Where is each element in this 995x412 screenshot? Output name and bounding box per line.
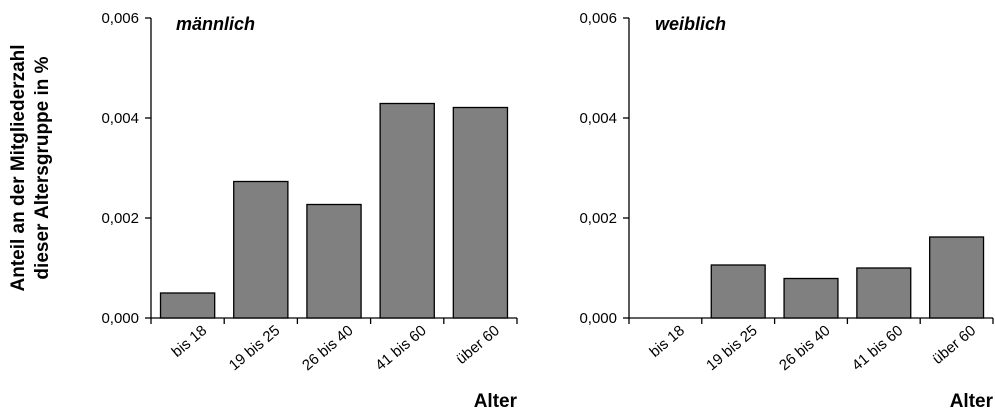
y-axis-title-line-1: Anteil an der Mitgliederzahl	[8, 44, 29, 291]
y-tick-label: 0,002	[579, 210, 617, 227]
chart-panel-weiblich: 0,000 0,002 0,004 0,006 bis 18 19 bis 25 26 bi…	[579, 10, 994, 412]
x-axis-title: Alter	[474, 391, 518, 412]
y-tick-label: 0,004	[579, 110, 617, 127]
y-axis-title: Anteil an der Mitgliederzahl dieser Alte…	[8, 44, 53, 291]
x-tick-label: über 60	[453, 322, 503, 368]
y-tick-label: 0,000	[101, 310, 139, 327]
bar-4	[856, 267, 912, 319]
y-tick-label: 0,002	[101, 210, 139, 227]
bar-3	[306, 203, 362, 319]
bar-5	[452, 106, 509, 319]
bar-2	[710, 264, 766, 319]
y-axis-title-line-2: dieser Altersgruppe in %	[32, 56, 53, 279]
x-tick-label: 41 bis 60	[849, 322, 907, 374]
chart-panel-maennlich: 0,000 0,002 0,004 0,006 bis 18 19 bis 25 26 bi…	[101, 10, 518, 412]
x-tick-label: 26 bis 40	[776, 322, 834, 374]
x-tick-label: 26 bis 40	[299, 322, 357, 374]
panel-title: männlich	[176, 14, 255, 34]
x-tick-label: bis 18	[169, 322, 211, 361]
bar-2	[233, 180, 289, 319]
x-tick-label: 19 bis 25	[226, 322, 284, 374]
y-tick-label: 0,000	[579, 310, 617, 327]
x-tick-label: 19 bis 25	[703, 322, 761, 374]
y-tick-label: 0,006	[101, 10, 139, 27]
bar-1	[159, 292, 216, 319]
x-axis-title: Alter	[950, 391, 994, 412]
x-tick-label: bis 18	[646, 322, 688, 361]
bar-4	[379, 102, 435, 319]
y-tick-label: 0,006	[579, 10, 617, 27]
x-tick-label: über 60	[929, 322, 979, 368]
bar-5	[929, 236, 985, 319]
bar-3	[783, 277, 839, 319]
y-tick-label: 0,004	[101, 110, 139, 127]
x-tick-label: 41 bis 60	[372, 322, 430, 374]
panel-title: weiblich	[655, 14, 726, 34]
